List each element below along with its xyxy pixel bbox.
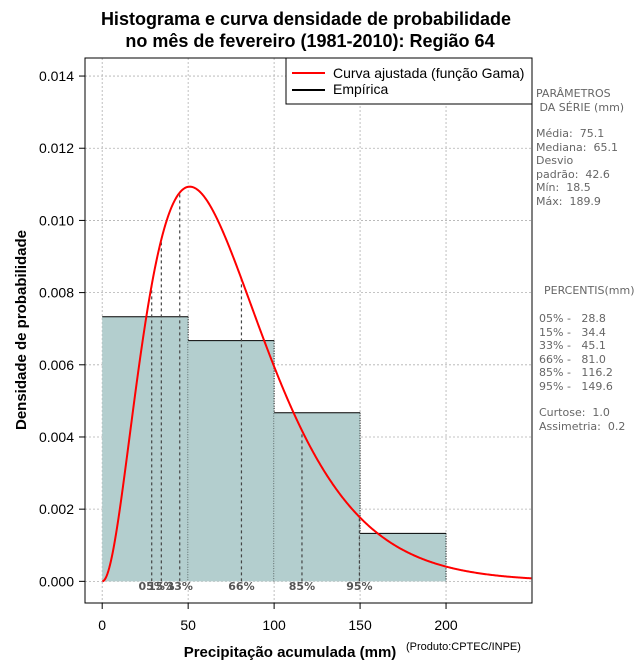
- histogram-bar-3: [360, 533, 447, 582]
- x-tick-label-0: 0: [98, 617, 106, 633]
- percentile-label-2: 33%: [167, 580, 193, 593]
- percentile-label-5: 95%: [346, 580, 372, 593]
- percentile-15: 15% - 34.4: [539, 325, 606, 339]
- gamma-curve-layer: [102, 185, 532, 583]
- y-tick-label-7: 0.014: [39, 68, 74, 84]
- x-tick-label-2: 100: [262, 617, 286, 633]
- percentile-95: 95% - 149.6: [539, 379, 613, 393]
- percentile-label-0: 05%: [139, 580, 165, 593]
- y-tick-label-5: 0.010: [39, 212, 74, 228]
- percentile-markers: 05%15%33% 66% 85% 95%: [139, 192, 373, 593]
- percentiles-heading: PERCENTIS(mm): [544, 284, 635, 297]
- stat-std: padrão: 42.6: [536, 167, 610, 181]
- y-axis-title: Densidade de probabilidade: [13, 230, 30, 430]
- params-subheading: DA SÉRIE (mm): [536, 100, 625, 114]
- y-tick-label-2: 0.004: [39, 429, 74, 445]
- chart-title-line-2: no mês de fevereiro (1981-2010): Região …: [125, 31, 494, 51]
- percentile-33: 33% - 45.1: [539, 339, 606, 352]
- x-axis: 0 50 100 150 200: [98, 602, 458, 633]
- percentile-label-3: 66%: [228, 580, 254, 593]
- series-parameters-panel: PARÂMETROS DA SÉRIE (mm) Média: 75.1 Med…: [536, 87, 624, 208]
- x-tick-label-3: 150: [348, 617, 372, 633]
- stat-median: Mediana: 65.1: [536, 140, 618, 154]
- stat-max: Máx: 189.9: [536, 194, 601, 208]
- gamma-fit-curve: [102, 185, 532, 583]
- y-tick-label-4: 0.008: [39, 285, 74, 301]
- histogram-bar-0: [102, 316, 189, 582]
- x-tick-label-4: 200: [434, 617, 458, 633]
- y-tick-label-6: 0.012: [39, 140, 74, 156]
- params-heading: PARÂMETROS: [536, 87, 611, 100]
- stat-kurtosis: Curtose: 1.0: [539, 406, 610, 419]
- y-tick-label-1: 0.002: [39, 501, 74, 517]
- x-tick-label-1: 50: [180, 617, 196, 633]
- legend-label-fit: Curva ajustada (função Gama): [333, 65, 524, 81]
- percentiles-panel: PERCENTIS(mm): [544, 284, 635, 298]
- stat-min: Mín: 18.5: [536, 181, 591, 194]
- stat-std-label: Desvio: [536, 154, 574, 167]
- chart-title-line-1: Histograma e curva densidade de probabil…: [101, 9, 511, 29]
- stat-mean: Média: 75.1: [536, 127, 605, 140]
- y-axis: 0.000 0.002 0.004 0.006 0.008 0.010 0.012 0.014: [39, 68, 86, 589]
- percentile-label-1: 15%: [148, 580, 174, 593]
- x-axis-title: Precipitação acumulada (mm): [184, 644, 397, 660]
- legend-label-empirical: Empírica: [333, 81, 388, 97]
- histogram-bar-2: [274, 412, 361, 582]
- histogram-bar-1: [188, 340, 275, 582]
- product-credit: (Produto:CPTEC/INPE): [406, 641, 521, 653]
- percentile-label-4: 85%: [289, 580, 315, 593]
- y-tick-label-3: 0.006: [39, 357, 74, 373]
- stat-skewness: Assimetria: 0.2: [539, 419, 626, 433]
- percentile-85: 85% - 116.2: [539, 366, 613, 379]
- legend-box: [285, 57, 533, 105]
- legend: Curva ajustada (função Gama) Empírica: [285, 57, 533, 105]
- percentile-05: 05% - 28.8: [539, 312, 606, 325]
- percentiles-list: 05% - 28.8 15% - 34.4 33% - 45.1 66% - 8…: [539, 312, 625, 433]
- y-tick-label-0: 0.000: [39, 573, 74, 589]
- histogram-bars: [102, 316, 447, 582]
- percentile-66: 66% - 81.0: [539, 352, 606, 366]
